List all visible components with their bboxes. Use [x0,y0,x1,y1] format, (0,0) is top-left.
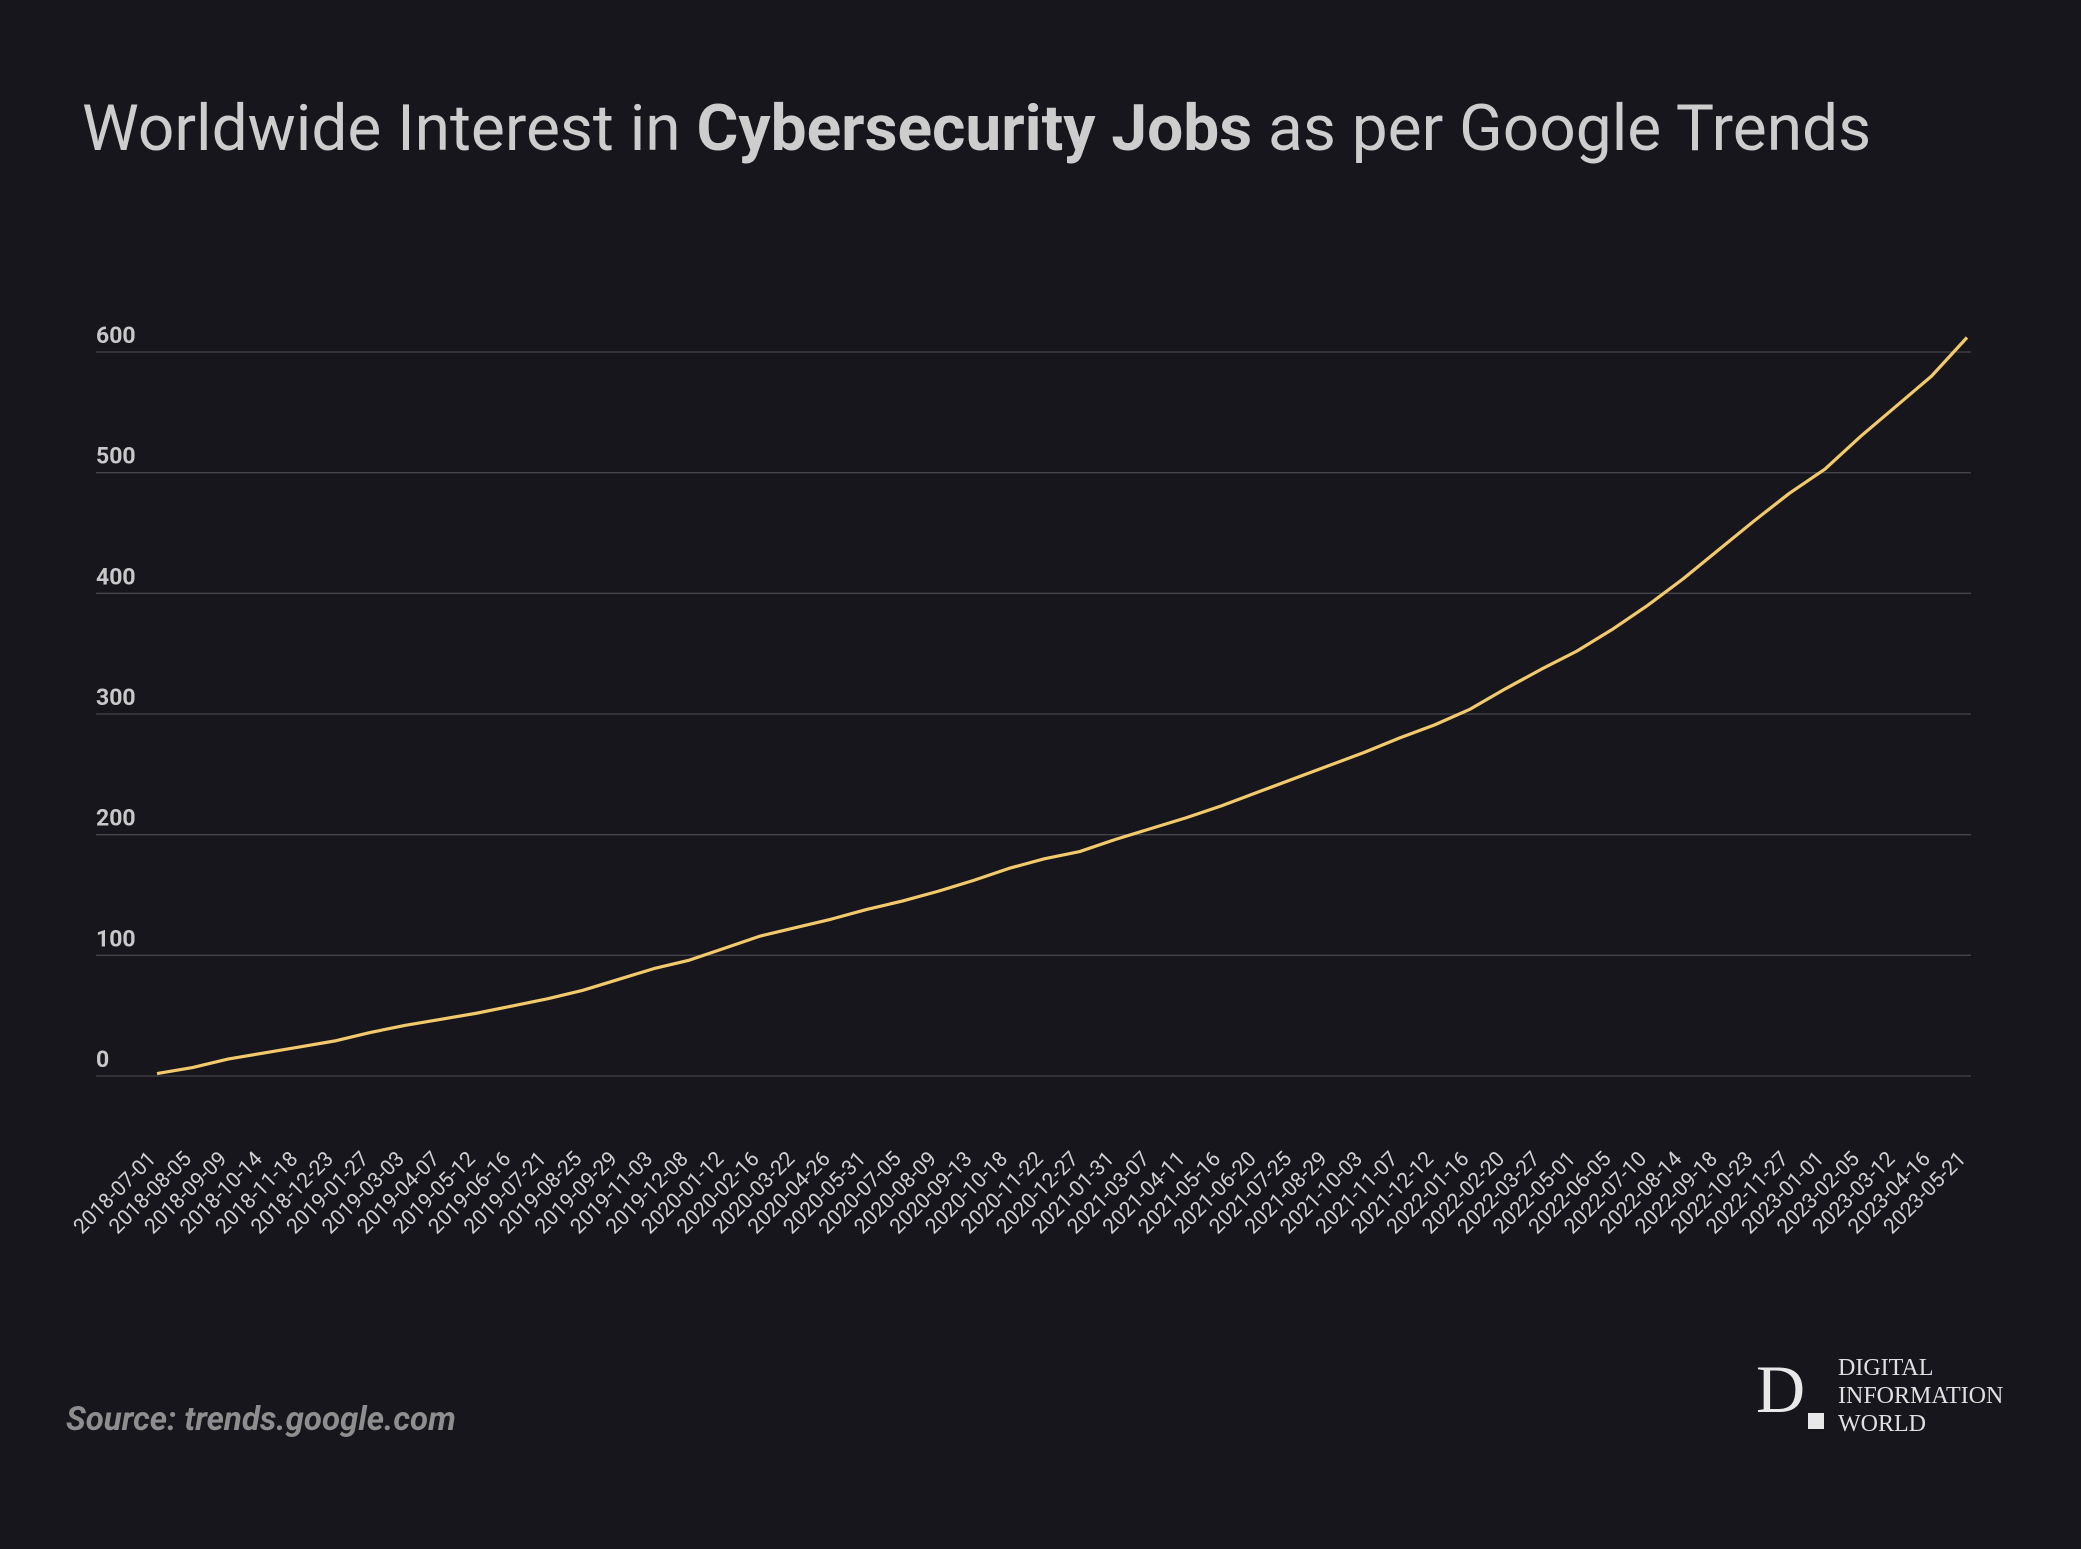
source: Source: trends.google.com [66,1400,456,1439]
y-tick-label: 400 [96,563,136,590]
logo-line: DIGITAL [1838,1355,1933,1381]
logo-text: DIGITAL INFORMATION WORLD [1838,1355,2003,1437]
y-tick-label: 600 [96,322,136,349]
y-tick-label: 500 [96,443,136,470]
logo-letter: D [1756,1351,1805,1427]
y-tick-label: 100 [96,925,136,952]
y-tick-label: 300 [96,684,136,711]
y-tick-label: 0 [96,1046,109,1073]
title-part: Worldwide Interest in [82,91,697,166]
logo-line: INFORMATION [1838,1383,2003,1409]
logo-line: WORLD [1838,1411,1926,1437]
logo-square [1808,1413,1824,1429]
line [156,336,1969,1076]
chart-title: Worldwide Interest in Cybersecurity Jobs… [82,91,1871,166]
title-part: as per Google Trends [1252,91,1871,166]
y-tick-label: 200 [96,805,136,832]
title-part: Cybersecurity Jobs [697,91,1253,166]
